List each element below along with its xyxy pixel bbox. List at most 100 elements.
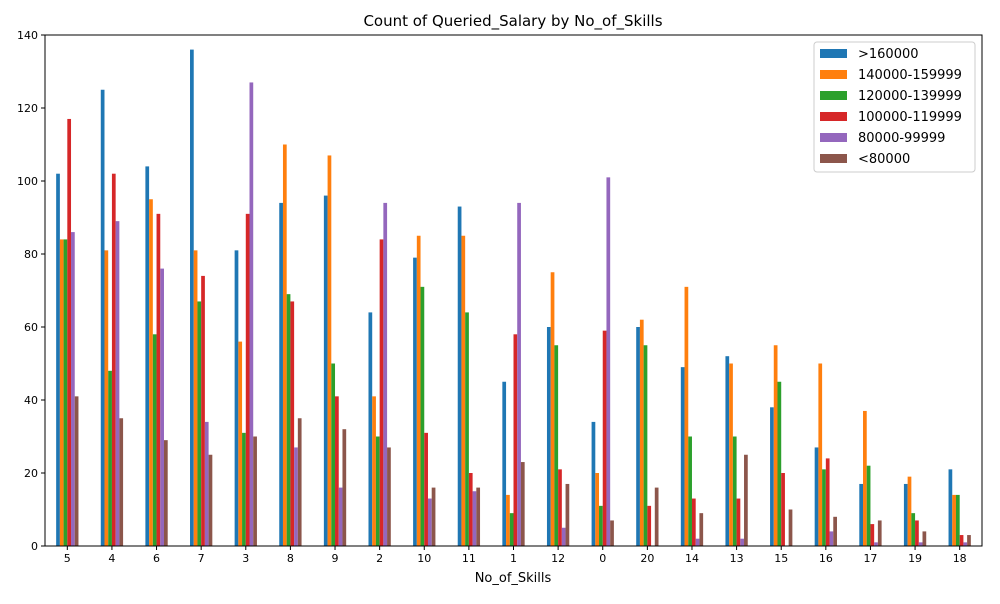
bar-140000-159999-10: [416, 235, 421, 546]
bar-100000-119999-5: [67, 118, 72, 546]
bar->160000-14: [680, 367, 685, 546]
bar-140000-159999-14: [684, 286, 689, 546]
x-tick-label: 16: [819, 552, 833, 565]
bar->160000-18: [948, 469, 953, 546]
bar-140000-159999-9: [327, 155, 332, 546]
bar-120000-139999-5: [63, 239, 68, 546]
bar-100000-119999-17: [870, 524, 875, 546]
bar-140000-159999-4: [104, 250, 109, 546]
bar-100000-119999-20: [647, 505, 652, 546]
bar-100000-119999-0: [602, 330, 607, 546]
bar-<80000-9: [342, 429, 347, 546]
legend-label: 140000-159999: [858, 68, 962, 83]
bar-80000-99999-9: [338, 487, 343, 546]
bar-140000-159999-20: [639, 319, 644, 546]
bar->160000-9: [323, 195, 328, 546]
bar-<80000-2: [387, 447, 391, 546]
legend-swatch: [820, 49, 847, 58]
legend-label: 80000-99999: [858, 131, 945, 146]
bar-120000-139999-14: [688, 436, 692, 546]
bar-100000-119999-8: [290, 301, 295, 546]
x-tick-label: 11: [462, 552, 476, 565]
bar-<80000-1: [520, 462, 525, 546]
bar-140000-159999-13: [729, 363, 733, 546]
bar-80000-99999-14: [695, 538, 700, 546]
bar-80000-99999-5: [71, 232, 75, 546]
y-tick-label: 80: [24, 248, 38, 261]
y-tick-label: 120: [17, 102, 38, 115]
bar-140000-159999-18: [952, 494, 956, 546]
x-tick-label: 20: [640, 552, 654, 565]
bar-120000-139999-7: [197, 301, 202, 546]
bar-80000-99999-6: [160, 268, 164, 546]
x-tick-label: 19: [908, 552, 922, 565]
bar->160000-17: [859, 483, 864, 546]
bar-120000-139999-4: [108, 370, 112, 546]
bar-<80000-17: [877, 520, 882, 546]
chart-title: Count of Queried_Salary by No_of_Skills: [363, 12, 662, 31]
bar->160000-15: [770, 407, 774, 546]
x-tick-label: 9: [332, 552, 339, 565]
bar-80000-99999-16: [829, 531, 834, 546]
bar-<80000-0: [610, 520, 614, 546]
bar-80000-99999-11: [472, 491, 477, 546]
bar-100000-119999-3: [245, 213, 250, 546]
bar-140000-159999-16: [818, 363, 823, 546]
bar-140000-159999-5: [59, 239, 64, 546]
bar-120000-139999-8: [286, 294, 291, 546]
y-tick-label: 100: [17, 175, 38, 188]
x-tick-label: 7: [198, 552, 205, 565]
bar-140000-159999-15: [773, 345, 778, 546]
bar-140000-159999-6: [149, 199, 153, 546]
legend-label: 100000-119999: [858, 110, 962, 125]
x-tick-label: 0: [599, 552, 606, 565]
x-tick-label: 6: [153, 552, 160, 565]
bar->160000-2: [368, 312, 373, 546]
x-tick-label: 3: [242, 552, 249, 565]
bar-120000-139999-18: [955, 494, 960, 546]
legend-swatch: [820, 154, 847, 163]
bar-<80000-11: [476, 487, 481, 546]
x-tick-label: 13: [730, 552, 744, 565]
bar-120000-139999-1: [509, 513, 514, 546]
bar-100000-119999-6: [156, 213, 161, 546]
bar-<80000-15: [788, 509, 793, 546]
legend-swatch: [820, 91, 847, 100]
bar-100000-119999-4: [111, 173, 116, 546]
bar-80000-99999-0: [606, 177, 611, 546]
legend-swatch: [820, 133, 847, 142]
bar-80000-99999-3: [249, 82, 254, 546]
bar-140000-159999-8: [282, 144, 287, 546]
bar-100000-119999-1: [513, 334, 518, 546]
bar-140000-159999-3: [238, 341, 243, 546]
x-tick-label: 18: [953, 552, 967, 565]
bar-100000-119999-16: [825, 458, 830, 546]
bar-120000-139999-2: [375, 436, 380, 546]
bar-120000-139999-13: [732, 436, 737, 546]
x-tick-label: 2: [376, 552, 383, 565]
bar-140000-159999-12: [550, 272, 555, 546]
x-tick-label: 10: [417, 552, 431, 565]
bar-120000-139999-3: [242, 432, 246, 546]
bar-100000-119999-13: [736, 498, 741, 546]
bar->160000-1: [502, 381, 507, 546]
y-tick-label: 20: [24, 467, 38, 480]
bar-80000-99999-13: [740, 538, 745, 546]
bar->160000-8: [279, 202, 283, 546]
bar-100000-119999-12: [558, 469, 562, 546]
x-tick-label: 14: [685, 552, 699, 565]
bar->160000-4: [100, 89, 105, 546]
x-axis: 5 4 6 7 3 8 9 2 10 11 1 12 0 20 14 13 15 16 17 19 18: [64, 546, 967, 565]
bar->160000-20: [636, 327, 640, 546]
bar-80000-99999-17: [874, 542, 878, 546]
bar-100000-119999-15: [781, 473, 785, 546]
bar-<80000-7: [208, 454, 213, 546]
bar-<80000-13: [744, 454, 748, 546]
x-axis-title: No_of_Skills: [475, 571, 552, 586]
y-tick-label: 0: [31, 540, 38, 553]
bar-120000-139999-15: [777, 381, 782, 546]
bar->160000-6: [145, 166, 150, 546]
legend: >160000 140000-159999 120000-139999 100000-…: [813, 41, 976, 173]
bar-140000-159999-1: [506, 494, 510, 546]
bar->160000-16: [814, 447, 819, 546]
